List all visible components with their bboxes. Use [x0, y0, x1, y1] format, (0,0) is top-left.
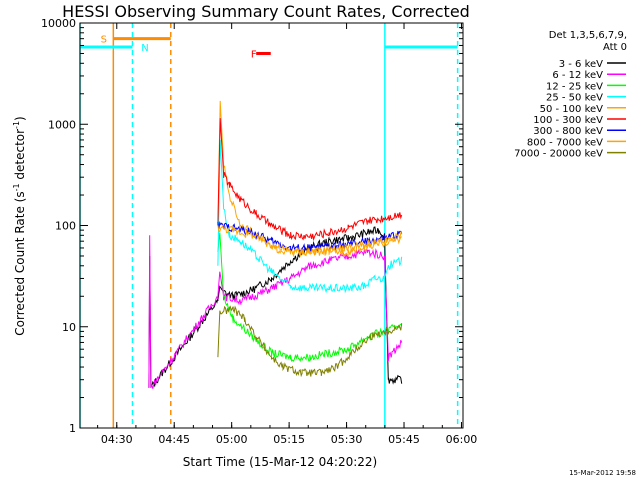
y-axis-label-main: Corrected Count Rate (s [13, 191, 27, 335]
series-line-800-7000-kev [217, 224, 403, 258]
legend-label-100-300-kev: 100 - 300 keV [533, 115, 603, 126]
legend-header-line1: Det 1,3,5,6,7,9, [549, 30, 627, 41]
series-line-25-50-kev [217, 139, 403, 294]
y-tick-label-0: 1 [69, 422, 76, 435]
legend-label-50-100-kev: 50 - 100 keV [540, 104, 604, 115]
legend-label-12-25-kev: 12 - 25 keV [546, 81, 603, 92]
y-axis-label-end: ) [13, 116, 27, 121]
plot-area: S N F [79, 23, 459, 428]
flag-label-F: F [251, 49, 257, 60]
legend-label-25-50-kev: 25 - 50 keV [546, 93, 603, 104]
y-tick-label-4: 10000 [41, 17, 76, 30]
legend-header-line2: Att 0 [603, 42, 627, 53]
legend-label-7000-20000-kev: 7000 - 20000 keV [514, 149, 603, 160]
y-axis-label-sup1: -1 [12, 183, 21, 191]
x-tick-label-2: 05:00 [216, 433, 248, 446]
y-tick-label-1: 10 [62, 321, 76, 334]
y-tick-label-2: 100 [55, 220, 76, 233]
x-tick-label-1: 04:45 [158, 433, 190, 446]
flag-label-N: N [141, 43, 148, 54]
series-line-6-12-kev [148, 235, 403, 389]
x-tick-label-4: 05:30 [331, 433, 363, 446]
series-line-7000-20000-kev [217, 305, 403, 378]
x-tick-label-0: 04:30 [101, 433, 133, 446]
legend-label-800-7000-kev: 800 - 7000 keV [527, 137, 603, 148]
flag-label-S: S [101, 35, 107, 46]
legend-label-300-800-kev: 300 - 800 keV [533, 126, 603, 137]
series-line-12-25-kev [217, 232, 403, 363]
x-tick-label-6: 06:00 [446, 433, 478, 446]
y-axis-label-mid: detector [13, 129, 27, 184]
series-line-3-6-kev [148, 226, 403, 388]
legend-label-3-6-kev: 3 - 6 keV [559, 59, 603, 70]
plot-frame [79, 22, 464, 429]
series-line-100-300-kev [217, 118, 403, 242]
series-line-300-800-kev [217, 221, 403, 254]
y-tick-label-3: 1000 [48, 118, 76, 131]
generation-timestamp: 15-Mar-2012 19:58 [569, 469, 636, 477]
y-axis-label: Corrected Count Rate (s-1 detector-1) [12, 116, 27, 335]
y-axis-label-sup2: -1 [12, 121, 21, 129]
x-tick-label-5: 05:45 [388, 433, 420, 446]
chart-title: HESSI Observing Summary Count Rates, Cor… [62, 2, 470, 21]
x-axis-label: Start Time (15-Mar-12 04:20:22) [183, 455, 377, 469]
x-tick-label-3: 05:15 [273, 433, 305, 446]
legend-label-6-12-kev: 6 - 12 keV [552, 70, 603, 81]
series-line-50-100-kev [217, 100, 403, 258]
